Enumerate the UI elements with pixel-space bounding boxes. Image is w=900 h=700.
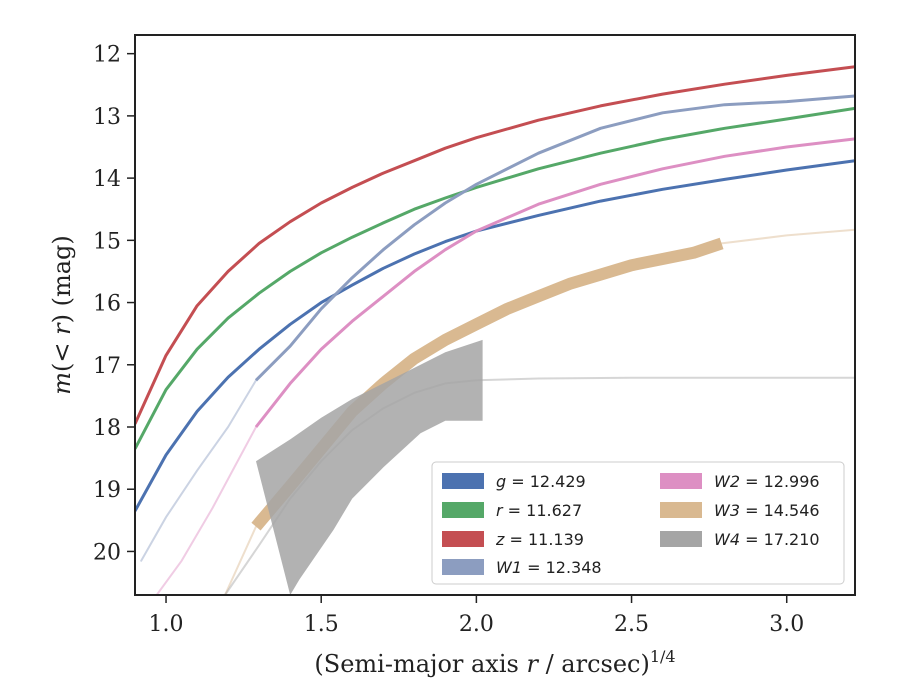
series-w1-line	[254, 94, 855, 382]
y-axis-title-open: (	[48, 363, 76, 372]
y-tick-label: 15	[93, 229, 121, 254]
x-axis-title-var: r	[526, 650, 539, 678]
y-tick-label: 18	[93, 416, 121, 441]
x-axis-title-main: (Semi-major axis	[314, 650, 526, 678]
x-tick-label: 1.0	[149, 612, 184, 637]
x-axis: 1.0 1.5 2.0 2.5 3.0	[149, 595, 804, 637]
series-r-line	[135, 106, 855, 450]
series-w4-uncertainty-band	[256, 339, 483, 595]
y-tick-label: 12	[93, 43, 121, 68]
legend-label: g = 12.429	[496, 472, 586, 491]
y-axis: 12 13 14 15 16 17 18 19 20	[93, 43, 135, 565]
series-g-line	[135, 159, 855, 512]
x-axis-title-sup: 1/4	[650, 647, 676, 666]
legend-label: W2 = 12.996	[714, 472, 820, 491]
legend-swatch	[660, 502, 702, 518]
y-axis-title-lt: <	[48, 335, 76, 363]
y-tick-label: 19	[93, 478, 121, 503]
x-tick-label: 2.0	[459, 612, 494, 637]
legend-swatch	[442, 473, 484, 489]
legend-swatch	[660, 473, 702, 489]
y-tick-label: 20	[93, 540, 121, 565]
plot-area	[135, 65, 855, 595]
legend: g = 12.429 r = 11.627 z = 11.139 W1 = 12.34…	[431, 461, 845, 585]
legend-label: r = 11.627	[496, 501, 582, 520]
series-w1-extrapolated-line	[140, 379, 257, 562]
legend-swatch	[442, 531, 484, 547]
legend-swatch	[442, 502, 484, 518]
y-tick-label: 13	[93, 105, 121, 130]
y-tick-label: 16	[93, 292, 121, 317]
y-axis-title-close: )	[48, 314, 76, 323]
legend-swatch	[442, 559, 484, 575]
y-axis-title-var: r	[48, 322, 76, 335]
legend-label: W3 = 14.546	[714, 501, 820, 520]
x-tick-label: 2.5	[614, 612, 649, 637]
legend-swatch	[660, 531, 702, 547]
series-w2-extrapolated-line	[155, 426, 257, 595]
y-tick-label: 14	[93, 167, 121, 192]
series-z-line	[135, 65, 855, 425]
y-tick-label: 17	[93, 354, 121, 379]
x-tick-label: 3.0	[769, 612, 804, 637]
legend-box	[431, 461, 845, 585]
legend-label: z = 11.139	[495, 530, 584, 549]
y-axis-title: m(< r) (mag)	[48, 235, 76, 395]
series-w2-line	[254, 137, 855, 428]
axes-frame	[134, 34, 856, 596]
y-axis-title-unit: (mag)	[48, 235, 76, 314]
legend-label: W4 = 17.210	[714, 530, 820, 549]
x-tick-label: 1.5	[304, 612, 339, 637]
x-axis-title: (Semi-major axis r / arcsec)1/4	[314, 647, 675, 678]
x-axis-title-tail: / arcsec)	[538, 650, 650, 678]
y-axis-title-m: m	[48, 372, 76, 395]
legend-label: W1 = 12.348	[496, 558, 602, 577]
